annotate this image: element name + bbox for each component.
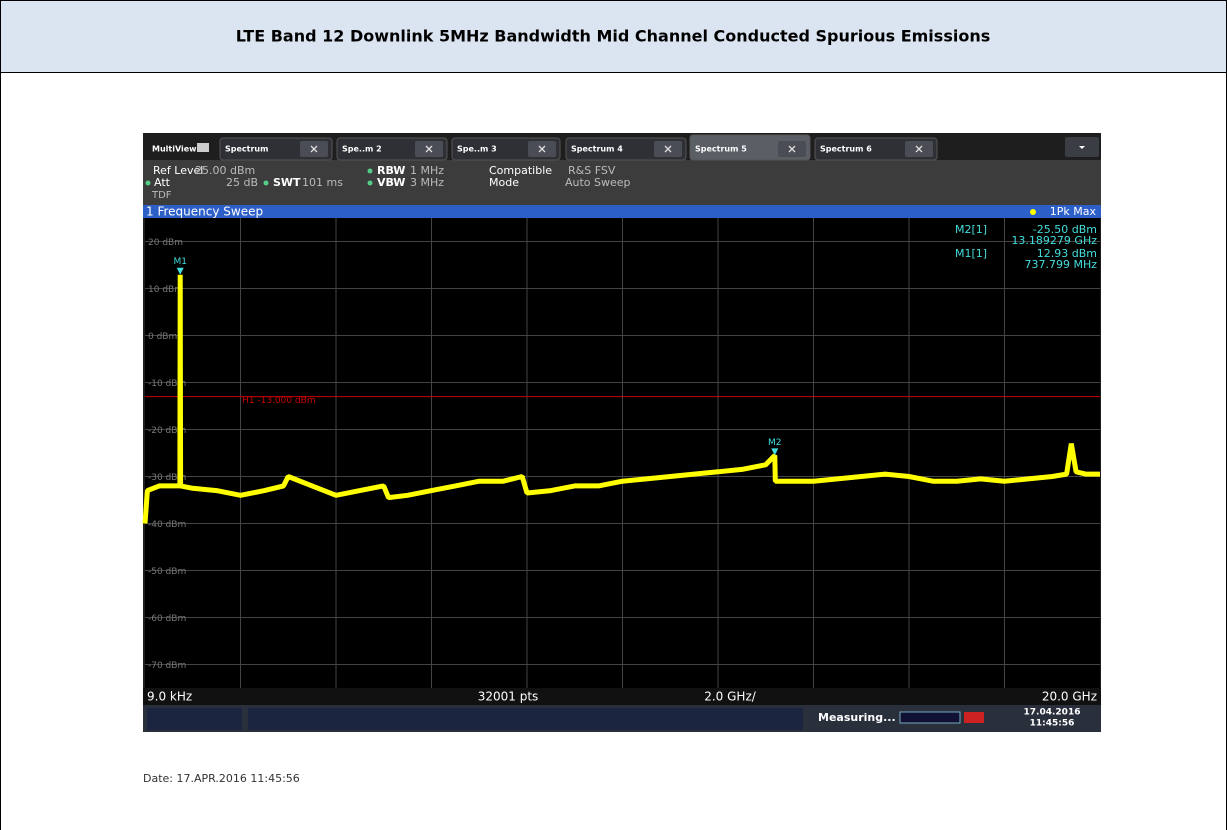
marker-label: M2 bbox=[768, 438, 782, 448]
multiview-icon bbox=[197, 143, 209, 152]
logo bbox=[964, 712, 984, 723]
info-text: Ref Level bbox=[153, 164, 203, 177]
y-tick-label: 10 dBm bbox=[148, 285, 183, 295]
close-icon bbox=[425, 145, 433, 153]
trace bbox=[142, 274, 1100, 524]
tab-label[interactable]: Spe..m 3 bbox=[457, 145, 497, 154]
y-tick-label: -30 dBm bbox=[148, 473, 186, 483]
y-tick-label: -70 dBm bbox=[148, 661, 186, 671]
marker-freq: 13.189279 GHz bbox=[1011, 234, 1097, 247]
y-tick-label: -50 dBm bbox=[148, 567, 186, 577]
header-band bbox=[0, 0, 1227, 73]
status-dot bbox=[367, 168, 373, 174]
y-tick-label: -40 dBm bbox=[148, 520, 186, 530]
info-text: Compatible bbox=[489, 164, 552, 177]
status-state: Measuring... bbox=[818, 711, 896, 724]
title: LTE Band 12 Downlink 5MHz Bandwidth Mid … bbox=[236, 27, 990, 46]
marker-label: M1 bbox=[173, 257, 187, 267]
tab-label[interactable]: Spectrum bbox=[225, 145, 268, 154]
tab-label: MultiView bbox=[152, 145, 197, 154]
status-segment bbox=[147, 708, 242, 730]
info-text: 3 MHz bbox=[410, 176, 444, 189]
trace-dot bbox=[1030, 209, 1036, 215]
marker-name: M1[1] bbox=[955, 247, 987, 260]
info-panel bbox=[143, 160, 1101, 205]
footer-label: 20.0 GHz bbox=[1042, 690, 1097, 704]
info-text: Mode bbox=[489, 176, 519, 189]
status-date: 17.04.2016 bbox=[1024, 708, 1081, 718]
date-line: Date: 17.APR.2016 11:45:56 bbox=[143, 772, 300, 785]
status-time: 11:45:56 bbox=[1030, 719, 1075, 729]
y-tick-label: -20 dBm bbox=[148, 426, 186, 436]
status-segment bbox=[248, 708, 803, 730]
info-text: 25 dB bbox=[226, 176, 258, 189]
footer-label: 2.0 GHz/ bbox=[704, 690, 757, 704]
close-icon bbox=[915, 145, 923, 153]
info-text: VBW bbox=[377, 176, 405, 189]
footer-bar bbox=[143, 688, 1101, 705]
y-tick-label: -60 dBm bbox=[148, 614, 186, 624]
marker-level: 12.93 dBm bbox=[1037, 247, 1097, 260]
progress-bar bbox=[899, 711, 961, 724]
close-icon bbox=[664, 145, 672, 153]
close-icon bbox=[310, 145, 318, 153]
detector: 1Pk Max bbox=[1050, 205, 1097, 218]
info-text: TDF bbox=[151, 190, 172, 201]
close-icon bbox=[538, 145, 546, 153]
tab-label[interactable]: Spectrum 4 bbox=[571, 145, 623, 154]
info-text: RBW bbox=[377, 164, 405, 177]
tab-label[interactable]: Spe..m 2 bbox=[342, 145, 382, 154]
info-text: R&S FSV bbox=[568, 164, 616, 177]
status-dot bbox=[367, 180, 373, 186]
status-dot bbox=[145, 180, 151, 186]
info-text: 25.00 dBm bbox=[195, 164, 255, 177]
limit-label: H1 -13.000 dBm bbox=[242, 396, 316, 406]
footer-label: 32001 pts bbox=[478, 690, 539, 704]
info-text: 1 MHz bbox=[410, 164, 444, 177]
footer-label: 9.0 kHz bbox=[147, 690, 192, 704]
marker-freq: 737.799 MHz bbox=[1024, 258, 1097, 271]
y-tick-label: 20 dBm bbox=[148, 238, 183, 248]
tab-label[interactable]: Spectrum 6 bbox=[820, 145, 872, 154]
sweep-title: 1 Frequency Sweep bbox=[146, 205, 263, 219]
info-text: Att bbox=[154, 176, 171, 189]
close-icon bbox=[788, 145, 796, 153]
marker-name: M2[1] bbox=[955, 223, 987, 236]
sweep-bar bbox=[143, 205, 1101, 218]
info-text: 101 ms bbox=[302, 176, 343, 189]
info-text: Auto Sweep bbox=[565, 176, 631, 189]
y-tick-label: 0 dBm bbox=[148, 332, 177, 342]
y-tick-label: -10 dBm bbox=[148, 379, 186, 389]
dropdown-arrow bbox=[1079, 146, 1085, 149]
info-text: SWT bbox=[273, 176, 301, 189]
status-dot bbox=[263, 180, 269, 186]
marker bbox=[771, 448, 779, 456]
tab-label[interactable]: Spectrum 5 bbox=[695, 145, 747, 154]
marker bbox=[176, 267, 184, 275]
marker-level: -25.50 dBm bbox=[1033, 223, 1097, 236]
